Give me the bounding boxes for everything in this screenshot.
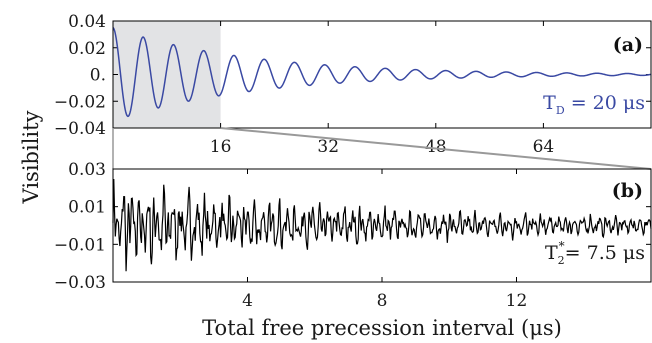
panel-a-highlight <box>113 21 221 128</box>
panel-a-ytick-label: 0.02 <box>68 39 106 59</box>
panel-a-ytick-label: 0. <box>90 66 106 86</box>
panel-b-xtick-label: 4 <box>242 291 253 311</box>
panel-a-frame <box>112 20 652 129</box>
panel-b: 4 8 12 0.03 0.01 −0.01 −0.03 (b) T2*= 7.5 μs <box>54 160 652 311</box>
panel-b-ytick-label: −0.01 <box>54 235 106 255</box>
zoom-connector-right <box>220 127 652 170</box>
panel-b-frame <box>112 168 652 283</box>
panel-b-ytick-label: −0.03 <box>54 273 106 293</box>
panel-a-grid-ticks: 16 32 48 64 0.04 0.02 0. −0.02 −0.04 <box>54 12 651 157</box>
panel-a-xtick-label: 48 <box>425 137 447 157</box>
panel-a-annotation-subscript: D <box>556 104 565 117</box>
panel-a: 16 32 48 64 0.04 0.02 0. −0.02 −0.04 (a) TD = 20… <box>54 12 652 157</box>
panel-a-series-line <box>112 27 652 118</box>
panel-b-ytick-label: 0.01 <box>68 198 106 218</box>
panel-b-xtick-label: 8 <box>377 291 388 311</box>
x-axis-label: Total free precession interval (μs) <box>202 316 562 340</box>
panel-b-label: (b) <box>612 180 643 202</box>
panel-a-ytick-label: 0.04 <box>68 12 106 32</box>
panel-b-grid-ticks: 4 8 12 0.03 0.01 −0.01 −0.03 <box>54 160 651 311</box>
panel-b-annotation: T2*= 7.5 μs <box>545 239 645 267</box>
panel-b-annotation-superscript: * <box>559 239 565 253</box>
panel-b-annotation-subscript: 2 <box>558 254 565 267</box>
panel-a-annotation-symbol: T <box>543 92 556 114</box>
panel-a-xtick-label: 64 <box>533 137 555 157</box>
y-axis-label: Visibility <box>19 110 43 204</box>
panel-b-series-line <box>112 179 652 272</box>
panel-b-annotation-value: = 7.5 μs <box>565 242 645 264</box>
panel-b-xtick-label: 12 <box>506 291 528 311</box>
panel-a-ytick-label: −0.04 <box>54 119 106 139</box>
panel-a-xtick-label: 16 <box>210 137 232 157</box>
panel-b-ytick-label: 0.03 <box>68 160 106 180</box>
panel-a-label: (a) <box>613 34 643 56</box>
panel-a-ytick-label: −0.02 <box>54 92 106 112</box>
panel-a-xtick-label: 32 <box>317 137 339 157</box>
panel-a-annotation: TD = 20 μs <box>543 92 645 117</box>
panel-b-annotation-symbol: T <box>545 242 558 264</box>
panel-a-annotation-value: = 20 μs <box>565 92 645 114</box>
